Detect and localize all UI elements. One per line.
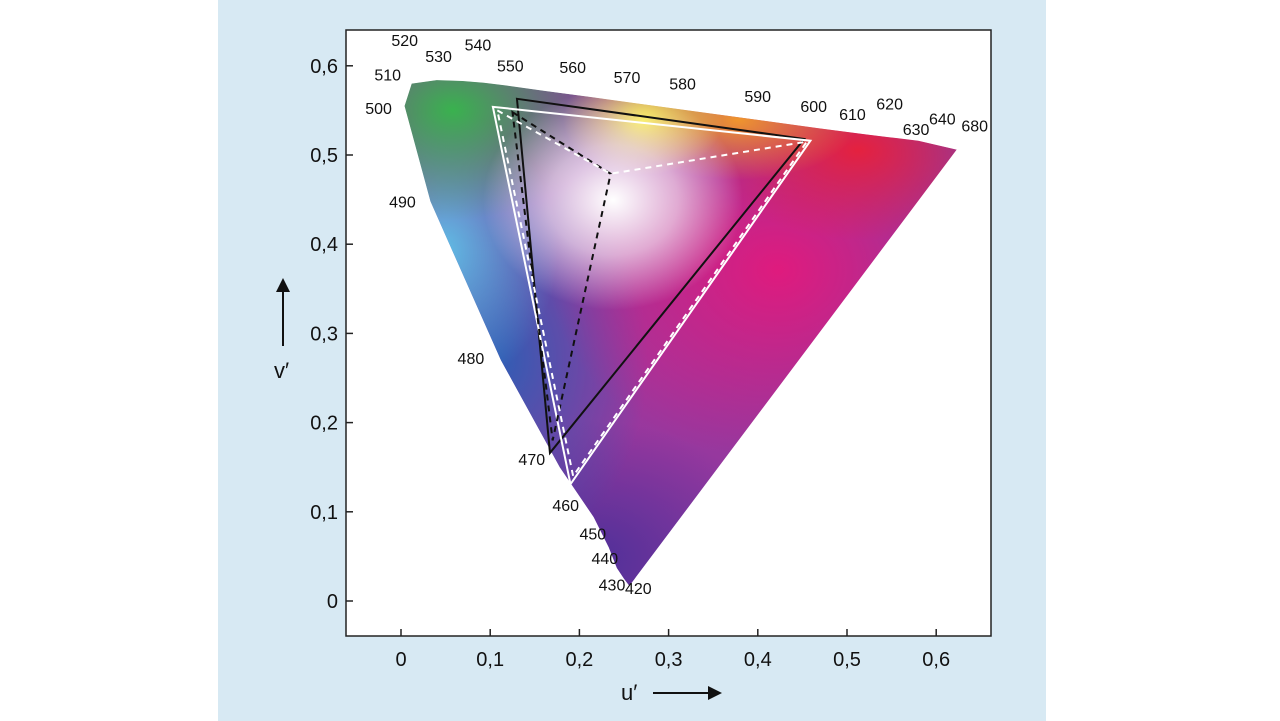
x-tick-label: 0,6 (922, 649, 950, 671)
wavelength-label-570: 570 (614, 70, 641, 87)
wavelength-label-500: 500 (365, 101, 392, 118)
wavelength-label-540: 540 (465, 38, 492, 55)
gamut-triangle-white-dashed (495, 108, 810, 479)
wavelength-label-430: 430 (599, 578, 626, 595)
white-point-glow (483, 90, 743, 310)
wavelength-label-600: 600 (800, 99, 827, 116)
wavelength-label-480: 480 (458, 351, 485, 368)
x-tick-label: 0,2 (565, 649, 593, 671)
y-tick-label: 0 (327, 591, 338, 613)
wavelength-label-680: 680 (961, 119, 988, 136)
y-axis: 0 0,1 0,2 0,3 0,4 0,5 0,6 (310, 56, 353, 613)
wavelength-label-470: 470 (518, 452, 545, 469)
wavelength-label-440: 440 (592, 551, 619, 568)
wavelength-label-460: 460 (552, 498, 579, 515)
wavelength-label-490: 490 (389, 194, 416, 211)
wavelength-label-420: 420 (625, 581, 652, 598)
x-axis: 0 0,1 0,2 0,3 0,4 0,5 0,6 (395, 629, 950, 671)
x-tick-label: 0,3 (655, 649, 683, 671)
wavelength-label-510: 510 (374, 68, 401, 85)
y-axis-title: v′ (274, 358, 289, 383)
wavelength-label-640: 640 (929, 112, 956, 129)
x-tick-label: 0,1 (476, 649, 504, 671)
y-tick-label: 0,4 (310, 234, 338, 256)
y-axis-arrow (276, 278, 290, 346)
wavelength-label-620: 620 (876, 96, 903, 113)
wavelength-label-530: 530 (425, 49, 452, 66)
x-tick-label: 0,4 (744, 649, 772, 671)
x-axis-title: u′ (621, 680, 637, 705)
cie-chromaticity-diagram: 0 0,1 0,2 0,3 0,4 0,5 0,6 00,10,20,30,40,50,6 … (274, 29, 992, 705)
wavelength-label-550: 550 (497, 58, 524, 75)
y-tick-label: 0,2 (310, 413, 338, 435)
y-tick-label: 0,5 (310, 145, 338, 167)
wavelength-label-580: 580 (669, 76, 696, 93)
y-tick-label: 0,1 (310, 502, 338, 524)
gamut-triangles (491, 97, 813, 487)
wavelength-label-450: 450 (579, 526, 606, 543)
y-tick-label: 0,3 (310, 323, 338, 345)
wavelength-label-520: 520 (391, 33, 418, 50)
wavelength-label-560: 560 (559, 60, 586, 77)
x-tick-label: 0,5 (833, 649, 861, 671)
wavelength-label-610: 610 (839, 107, 866, 124)
wavelength-label-590: 590 (744, 89, 771, 106)
y-tick-label: 0,6 (310, 56, 338, 78)
gamut-triangle-white-solid (491, 105, 813, 487)
x-tick-label: 0 (395, 649, 406, 671)
chart-panel: 0 0,1 0,2 0,3 0,4 0,5 0,6 0 0,1 0,2 0,3 0,4 0,5 0,6 … (218, 0, 1046, 721)
x-axis-arrow (653, 686, 722, 700)
wavelength-label-630: 630 (903, 122, 930, 139)
